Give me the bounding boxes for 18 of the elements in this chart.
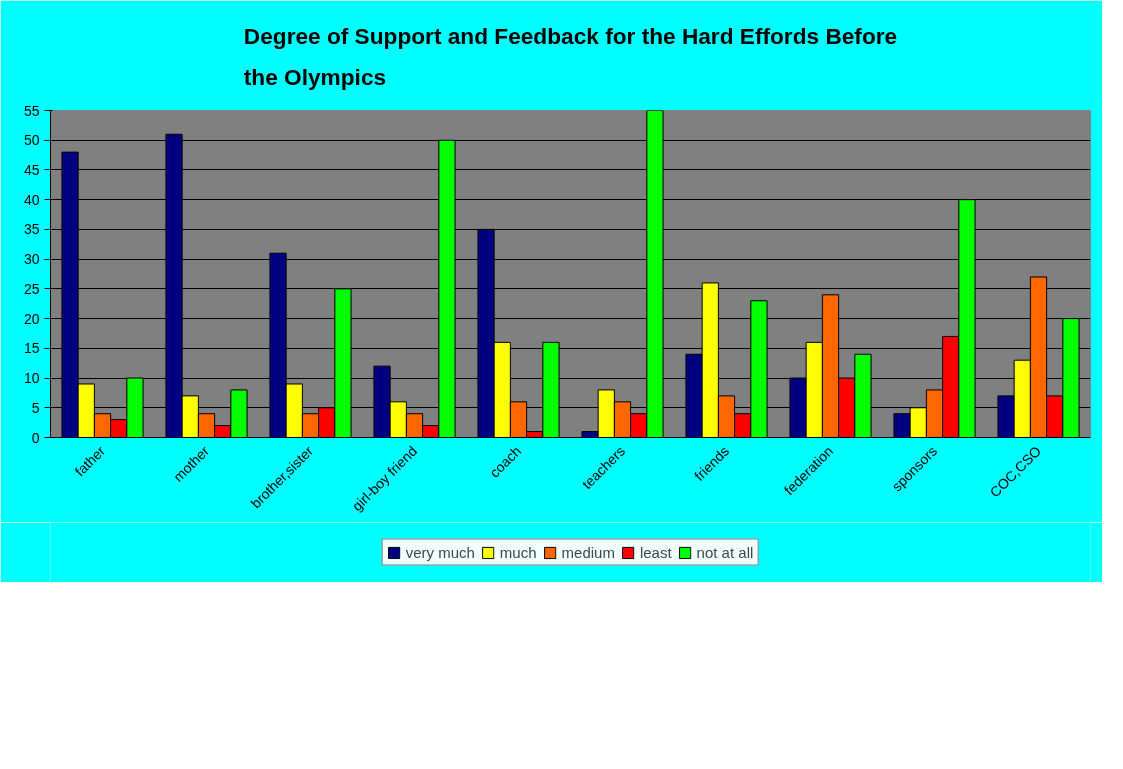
y-tick-label: 45 (23, 161, 40, 178)
y-tick-label: 0 (31, 429, 40, 446)
y-tick-label: 25 (23, 280, 40, 297)
legend-label: very much (405, 543, 475, 561)
legend-label: medium (561, 543, 615, 561)
y-tick-label: 5 (31, 399, 40, 416)
y-tick-label: 20 (23, 310, 40, 327)
y-tick-label: 50 (23, 132, 40, 149)
y-tick-label: 40 (23, 191, 40, 208)
legend-label: least (639, 543, 672, 561)
legend-label: much (499, 543, 537, 561)
legend-label: not at all (696, 543, 754, 561)
y-tick-label: 30 (23, 251, 40, 268)
chart-title: Degree of Support and Feedback for the Hard Effords Before the Olympics (243, 22, 898, 91)
y-tick-label: 10 (23, 370, 40, 387)
y-tick-label: 55 (23, 102, 40, 119)
y-tick-label: 15 (23, 340, 40, 357)
y-tick-label: 35 (23, 221, 40, 238)
